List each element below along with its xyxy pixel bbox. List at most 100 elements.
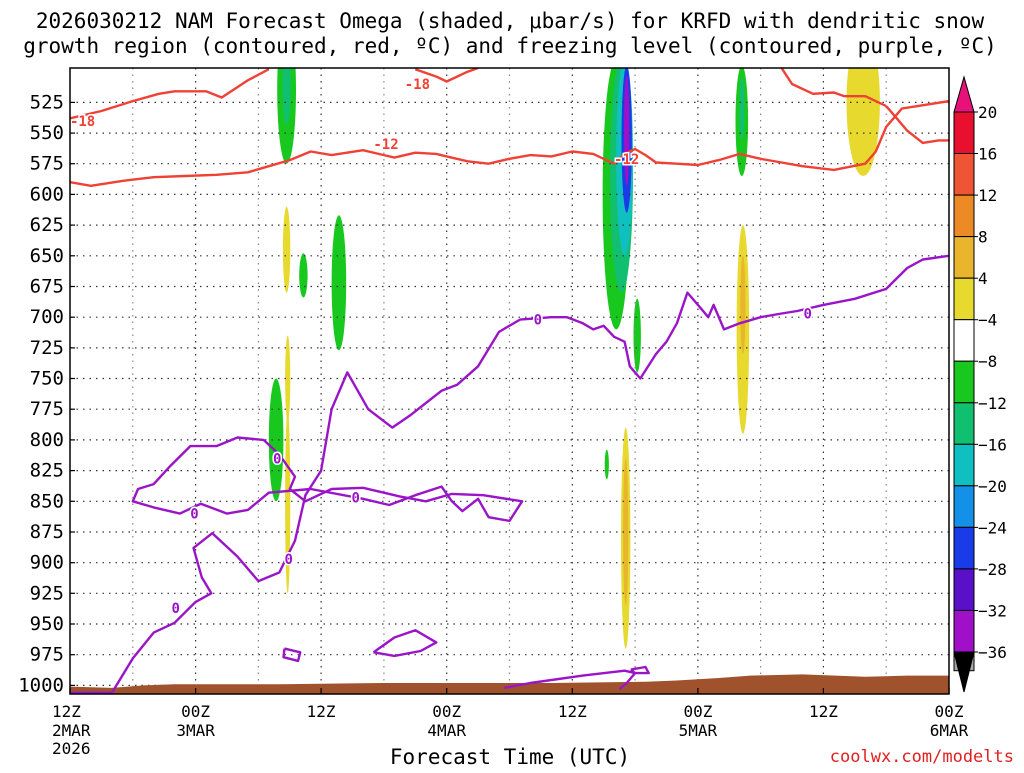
contour-layer bbox=[70, 68, 949, 694]
chart-title-line-1: 2026030212 NAM Forecast Omega (shaded, μ… bbox=[36, 9, 985, 33]
omega-blob bbox=[331, 215, 347, 351]
colorbar-label: 4 bbox=[978, 269, 988, 288]
y-tick-label: 525 bbox=[30, 91, 64, 113]
y-tick-label: 750 bbox=[30, 368, 64, 390]
omega-blob bbox=[268, 378, 284, 502]
colorbar-label: 8 bbox=[978, 228, 988, 247]
colorbar-label: −16 bbox=[978, 435, 1007, 454]
dgz-contour-line bbox=[70, 68, 270, 120]
freezing-level-contour-line bbox=[504, 669, 637, 691]
freezing-level-contour-line bbox=[131, 436, 524, 523]
y-tick-label: 900 bbox=[30, 552, 64, 574]
y-axis: 525 550 575 600 625 650 675 700 725 750 775 800 825 8… bbox=[18, 91, 75, 696]
omega-blob bbox=[624, 75, 630, 186]
colorbar-segment bbox=[953, 360, 975, 404]
x-tick-date-label: 5MAR bbox=[679, 721, 718, 740]
omega-blob bbox=[282, 68, 291, 125]
grid-lines bbox=[70, 68, 949, 694]
chart-title-line-2: growth region (contoured, red, ºC) and f… bbox=[23, 34, 997, 58]
colorbar-segment bbox=[953, 485, 975, 528]
colorbar-segment bbox=[953, 526, 975, 570]
colorbar-segment bbox=[953, 610, 975, 653]
colorbar-segment bbox=[953, 153, 975, 196]
colorbar-label: −36 bbox=[978, 643, 1007, 662]
colorbar-label: 12 bbox=[978, 186, 997, 205]
omega-blob bbox=[285, 335, 291, 422]
x-tick-date-label: 4MAR bbox=[427, 721, 466, 740]
y-tick-label: 600 bbox=[30, 183, 64, 205]
x-tick-time-label: 00Z bbox=[683, 702, 712, 721]
colorbar-segment bbox=[953, 277, 975, 321]
y-tick-label: 850 bbox=[30, 490, 64, 512]
colorbar-top-arrow bbox=[953, 75, 975, 113]
x-tick-date-label: 2MAR bbox=[52, 721, 91, 740]
freezing-level-contour-line bbox=[70, 254, 949, 694]
omega-blob bbox=[740, 255, 746, 354]
dgz-contour-label: -18 bbox=[70, 114, 95, 130]
y-tick-label: 725 bbox=[30, 337, 64, 359]
freezing-contour-label: 0 bbox=[351, 491, 359, 507]
dgz-contour-label: -18 bbox=[405, 77, 430, 93]
freezing-level-contour-line bbox=[372, 629, 438, 658]
x-tick-time-label: 00Z bbox=[432, 702, 461, 721]
colorbar-segment bbox=[953, 568, 975, 611]
y-tick-label: 625 bbox=[30, 214, 64, 236]
colorbar-segment bbox=[953, 111, 975, 154]
y-tick-label: 950 bbox=[30, 613, 64, 635]
y-tick-label: 775 bbox=[30, 398, 64, 420]
colorbar-label: −28 bbox=[978, 560, 1007, 579]
y-tick-label: 825 bbox=[30, 460, 64, 482]
colorbar: 20 16 12 8 4 −4 −8 −12 −16 −20 −24 −28 −32 −36 bbox=[953, 75, 1007, 693]
source-credit: coolwx.com/modelts bbox=[830, 747, 1014, 767]
x-tick-date-label: 3MAR bbox=[176, 721, 215, 740]
contour-labels: -18 -18 -12 -12 0 0 0 0 0 0 0 bbox=[68, 76, 813, 619]
omega-shading-layer bbox=[268, 68, 880, 649]
omega-blob bbox=[282, 206, 291, 293]
y-tick-label: 1000 bbox=[18, 674, 64, 696]
y-tick-label: 650 bbox=[30, 245, 64, 267]
omega-blob bbox=[604, 449, 609, 480]
x-tick-time-label: 12Z bbox=[307, 702, 336, 721]
y-tick-label: 925 bbox=[30, 582, 64, 604]
freezing-contour-label: 0 bbox=[534, 313, 542, 329]
y-tick-label: 800 bbox=[30, 429, 64, 451]
colorbar-segment bbox=[953, 236, 975, 279]
colorbar-bottom-arrow bbox=[953, 651, 975, 693]
colorbar-label: −24 bbox=[978, 518, 1007, 537]
colorbar-segment bbox=[953, 402, 975, 445]
colorbar-label: −4 bbox=[978, 311, 997, 330]
dgz-contour-line bbox=[885, 105, 949, 145]
dgz-contour-label: -12 bbox=[373, 137, 398, 153]
x-tick-time-label: 00Z bbox=[181, 702, 210, 721]
freezing-contour-label: 0 bbox=[273, 451, 281, 467]
plot-frame bbox=[69, 67, 950, 695]
colorbar-label: 20 bbox=[978, 103, 997, 122]
y-tick-label: 675 bbox=[30, 276, 64, 298]
freezing-level-contour-line bbox=[282, 647, 302, 663]
colorbar-label: −12 bbox=[978, 394, 1007, 413]
freezing-contour-label: 0 bbox=[803, 307, 811, 323]
colorbar-segment bbox=[953, 319, 975, 362]
terrain-layer bbox=[70, 674, 949, 694]
x-axis-label: Forecast Time (UTC) bbox=[390, 745, 630, 768]
x-tick-time-label: 12Z bbox=[809, 702, 838, 721]
y-tick-label: 975 bbox=[30, 644, 64, 666]
x-tick-year-label: 2026 bbox=[52, 739, 91, 758]
y-tick-label: 550 bbox=[30, 122, 64, 144]
freezing-contour-label: 0 bbox=[284, 552, 292, 568]
omega-blob bbox=[285, 409, 291, 594]
colorbar-label: −32 bbox=[978, 602, 1007, 621]
omega-blob bbox=[623, 458, 629, 606]
colorbar-label: −8 bbox=[978, 352, 997, 371]
y-tick-label: 575 bbox=[30, 153, 64, 175]
freezing-contour-label: 0 bbox=[171, 601, 179, 617]
dgz-contour-line bbox=[780, 68, 887, 108]
dgz-contour-line bbox=[70, 99, 949, 187]
omega-blob bbox=[739, 77, 745, 140]
dgz-contour-label: -12 bbox=[614, 152, 639, 168]
omega-blob bbox=[846, 68, 880, 176]
freezing-level-contour-line bbox=[630, 665, 650, 675]
colorbar-segment bbox=[953, 443, 975, 487]
freezing-contour-label: 0 bbox=[190, 507, 198, 523]
